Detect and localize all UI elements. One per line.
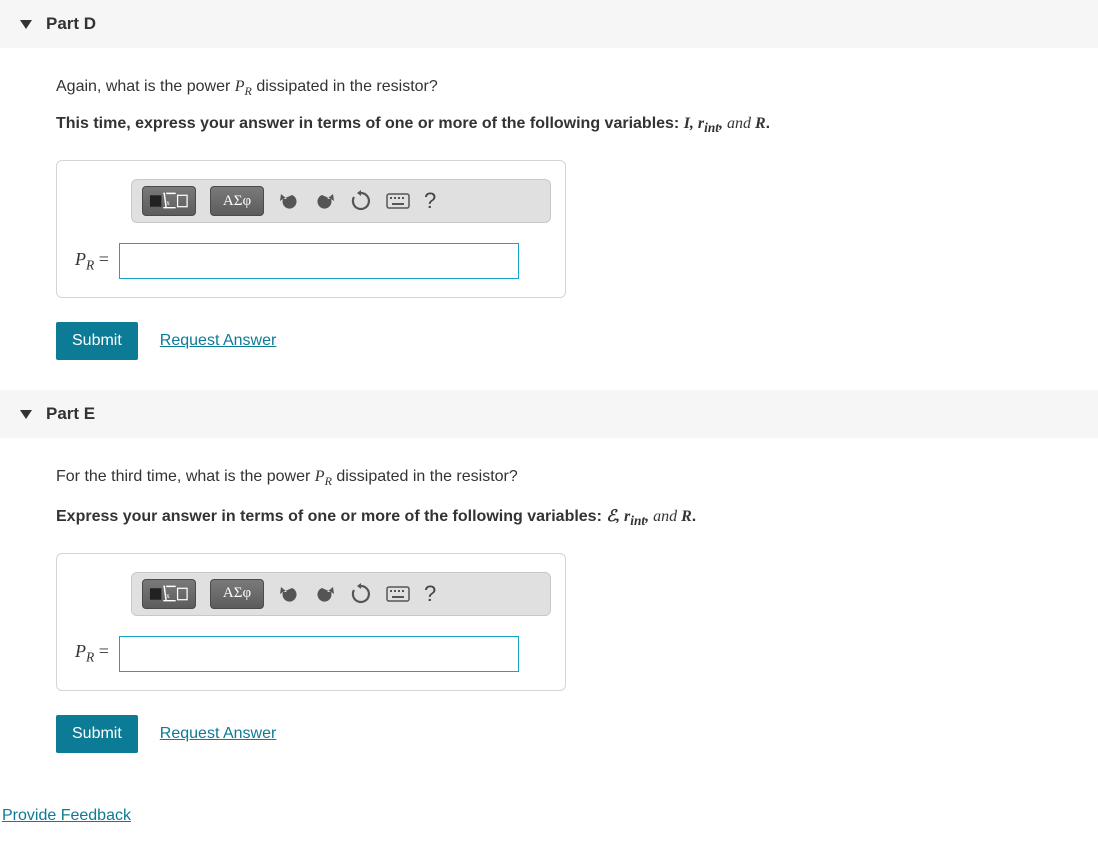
reset-icon[interactable] bbox=[350, 190, 372, 212]
help-icon[interactable]: ? bbox=[424, 581, 436, 607]
template-tool-button[interactable]: x bbox=[142, 186, 196, 216]
template-tool-button[interactable]: x bbox=[142, 579, 196, 609]
help-icon[interactable]: ? bbox=[424, 188, 436, 214]
reset-icon[interactable] bbox=[350, 583, 372, 605]
question-prefix: Again, what is the power bbox=[56, 78, 235, 95]
actions-row: Submit Request Answer bbox=[56, 715, 1042, 753]
submit-button[interactable]: Submit bbox=[56, 322, 138, 360]
question-var-sub: R bbox=[325, 475, 332, 489]
redo-icon[interactable] bbox=[314, 584, 336, 604]
instruction-text: Express your answer in terms of one or m… bbox=[56, 506, 1042, 529]
answer-input[interactable] bbox=[119, 243, 519, 279]
svg-text:x: x bbox=[166, 591, 170, 600]
instruction-vars: I, rint, and R bbox=[684, 115, 766, 132]
input-row: PR = bbox=[71, 636, 551, 672]
undo-icon[interactable] bbox=[278, 191, 300, 211]
request-answer-link[interactable]: Request Answer bbox=[160, 332, 277, 350]
input-row: PR = bbox=[71, 243, 551, 279]
instruction-text: This time, express your answer in terms … bbox=[56, 115, 1042, 136]
answer-box: x ΑΣφ ? PR = bbox=[56, 553, 566, 691]
greek-tool-button[interactable]: ΑΣφ bbox=[210, 186, 264, 216]
part-title: Part D bbox=[46, 14, 96, 34]
collapse-icon[interactable] bbox=[20, 20, 32, 29]
submit-button[interactable]: Submit bbox=[56, 715, 138, 753]
question-suffix: dissipated in the resistor? bbox=[252, 78, 438, 95]
part-body: Again, what is the power PR dissipated i… bbox=[0, 48, 1098, 390]
greek-tool-button[interactable]: ΑΣφ bbox=[210, 579, 264, 609]
instruction-prefix: This time, express your answer in terms … bbox=[56, 115, 684, 132]
question-var: P bbox=[315, 468, 325, 485]
answer-box: x ΑΣφ ? PR = bbox=[56, 160, 566, 298]
actions-row: Submit Request Answer bbox=[56, 322, 1042, 360]
part-header: Part E bbox=[0, 390, 1098, 438]
undo-icon[interactable] bbox=[278, 584, 300, 604]
instruction-suffix: . bbox=[766, 115, 770, 132]
part-title: Part E bbox=[46, 404, 95, 424]
question-var-sub: R bbox=[245, 84, 252, 98]
answer-label: PR = bbox=[75, 249, 109, 274]
question-suffix: dissipated in the resistor? bbox=[332, 468, 518, 485]
question-var: P bbox=[235, 78, 245, 95]
redo-icon[interactable] bbox=[314, 191, 336, 211]
question-prefix: For the third time, what is the power bbox=[56, 468, 315, 485]
math-toolbar: x ΑΣφ ? bbox=[131, 572, 551, 616]
part-header: Part D bbox=[0, 0, 1098, 48]
instruction-prefix: Express your answer in terms of one or m… bbox=[56, 508, 606, 525]
svg-text:x: x bbox=[166, 198, 170, 207]
question-text: Again, what is the power PR dissipated i… bbox=[56, 78, 1042, 99]
instruction-suffix: . bbox=[692, 508, 696, 525]
answer-input[interactable] bbox=[119, 636, 519, 672]
instruction-vars: ℰ, rint, and R bbox=[606, 508, 691, 525]
math-toolbar: x ΑΣφ ? bbox=[131, 179, 551, 223]
part-body: For the third time, what is the power PR… bbox=[0, 438, 1098, 782]
request-answer-link[interactable]: Request Answer bbox=[160, 725, 277, 743]
provide-feedback-link[interactable]: Provide Feedback bbox=[2, 807, 131, 824]
collapse-icon[interactable] bbox=[20, 410, 32, 419]
keyboard-icon[interactable] bbox=[386, 586, 410, 602]
keyboard-icon[interactable] bbox=[386, 193, 410, 209]
answer-label: PR = bbox=[75, 641, 109, 666]
question-text: For the third time, what is the power PR… bbox=[56, 468, 1042, 489]
